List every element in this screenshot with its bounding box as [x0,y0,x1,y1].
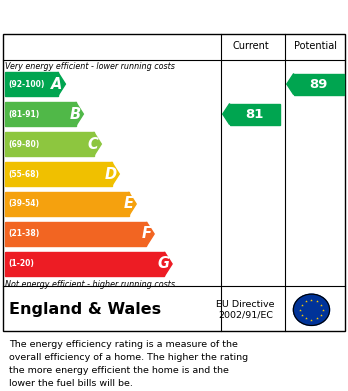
Text: D: D [104,167,117,181]
Polygon shape [287,74,294,95]
Circle shape [293,294,330,325]
Text: (92-100): (92-100) [9,80,45,89]
Text: A: A [51,77,63,91]
Text: (21-38): (21-38) [9,230,40,239]
Text: C: C [88,136,98,152]
Text: (39-54): (39-54) [9,199,40,208]
Text: 89: 89 [310,77,328,91]
Bar [5,162,112,186]
Polygon shape [128,192,136,216]
Polygon shape [94,132,101,156]
Polygon shape [147,222,154,246]
Polygon shape [76,102,84,126]
Text: England & Wales: England & Wales [9,302,161,317]
Text: F: F [141,226,151,242]
Bar [5,72,58,96]
Text: 81: 81 [246,108,264,120]
Text: (81-91): (81-91) [9,109,40,118]
Bar [5,222,147,246]
Text: (69-80): (69-80) [9,140,40,149]
Polygon shape [165,252,172,276]
Text: Current: Current [233,41,270,51]
Text: (1-20): (1-20) [9,260,34,269]
Polygon shape [223,104,230,125]
Bar [5,252,165,276]
Text: (55-68): (55-68) [9,170,40,179]
Bar [5,102,76,126]
Text: Very energy efficient - lower running costs: Very energy efficient - lower running co… [5,61,175,70]
Bar [230,104,280,125]
Text: B: B [70,107,81,122]
Bar [5,132,94,156]
Text: Energy Efficiency Rating: Energy Efficiency Rating [9,9,211,24]
Bar [294,74,344,95]
Bar [5,192,128,216]
Text: G: G [157,256,169,271]
Text: The energy efficiency rating is a measure of the
overall efficiency of a home. T: The energy efficiency rating is a measur… [9,340,248,387]
Polygon shape [112,162,119,186]
Text: EU Directive
2002/91/EC: EU Directive 2002/91/EC [216,300,275,319]
Text: E: E [124,197,133,212]
Text: Potential: Potential [294,41,337,51]
Polygon shape [58,72,65,96]
Text: Not energy efficient - higher running costs: Not energy efficient - higher running co… [5,280,175,289]
